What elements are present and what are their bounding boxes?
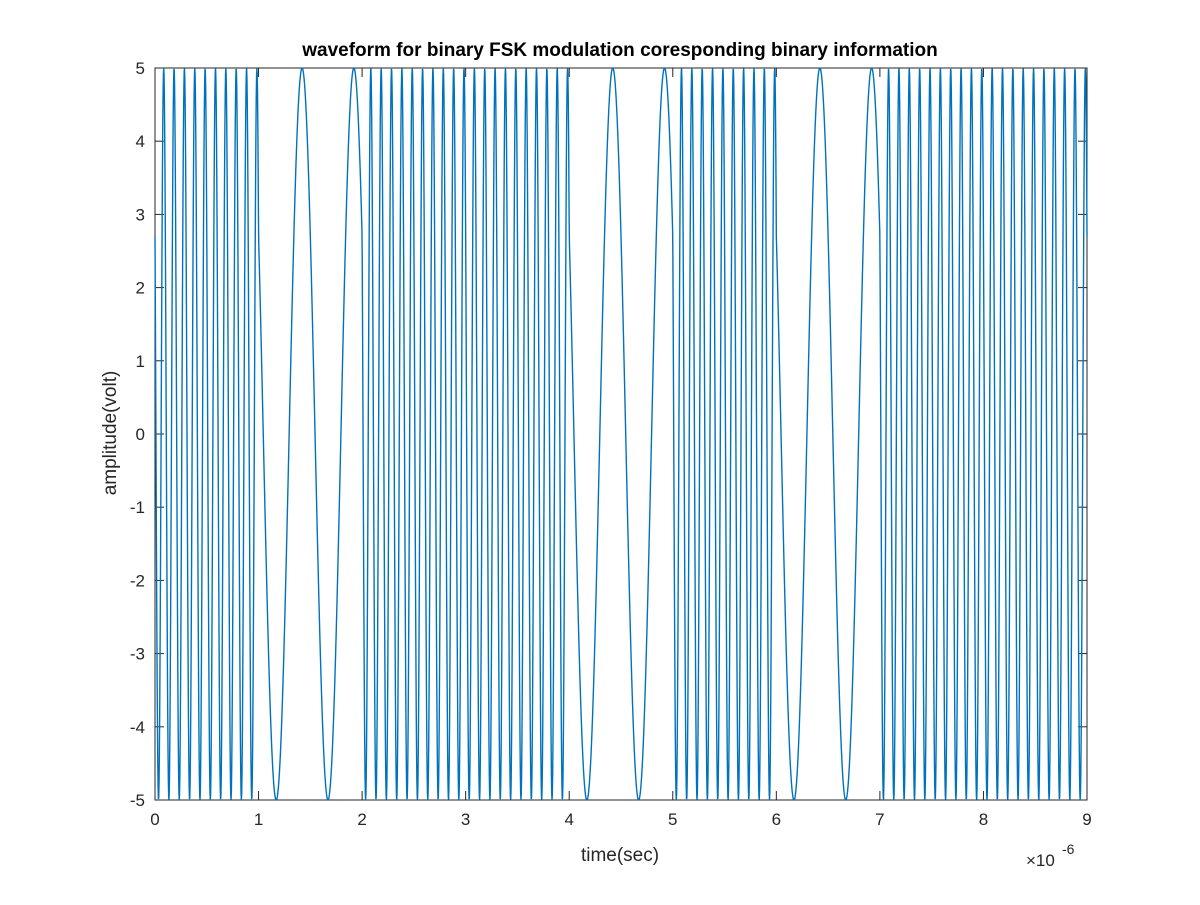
x-tick-label: 0: [150, 810, 159, 829]
x-tick-label: 5: [668, 810, 677, 829]
x-tick-label: 9: [1082, 810, 1091, 829]
y-tick-label: 5: [136, 59, 145, 78]
x-axis-label: time(sec): [581, 845, 659, 866]
x-tick-label: 8: [979, 810, 988, 829]
y-tick-label: 4: [136, 132, 145, 151]
x-tick-label: 1: [254, 810, 263, 829]
y-axis-label: amplitude(volt): [100, 371, 121, 496]
x-tick-label: 3: [461, 810, 470, 829]
y-tick-label: -5: [130, 791, 145, 810]
y-tick-label: 2: [136, 279, 145, 298]
waveform-series-line: [154, 67, 1088, 801]
x-tick-label: 7: [875, 810, 884, 829]
x-axis-exponent-base: ×10: [1026, 851, 1055, 870]
x-axis-ticks: 0 1 2 3 4 5 6 7 8 9: [150, 68, 1092, 829]
y-tick-label: -3: [130, 645, 145, 664]
x-tick-label: 2: [357, 810, 366, 829]
chart-title: waveform for binary FSK modulation cores…: [301, 40, 938, 61]
x-tick-label: 4: [564, 810, 573, 829]
x-tick-label: 6: [772, 810, 781, 829]
y-tick-label: -4: [130, 718, 145, 737]
y-tick-label: 0: [136, 425, 145, 444]
y-tick-label: 1: [136, 352, 145, 371]
y-axis-ticks: 5 4 3 2 1 0 -1 -2 -3 -4 -5: [130, 59, 1087, 810]
y-tick-label: -1: [130, 498, 145, 517]
x-axis-exponent-power: -6: [1062, 841, 1075, 857]
x-axis-exponent: ×10 -6: [1026, 841, 1075, 870]
y-tick-label: -2: [130, 571, 145, 590]
plot-area: 0 1 2 3 4 5 6 7 8 9 5 4 3 2 1 0 -1 -2 -3 -4 -5: [130, 59, 1092, 829]
y-tick-label: 3: [136, 205, 145, 224]
